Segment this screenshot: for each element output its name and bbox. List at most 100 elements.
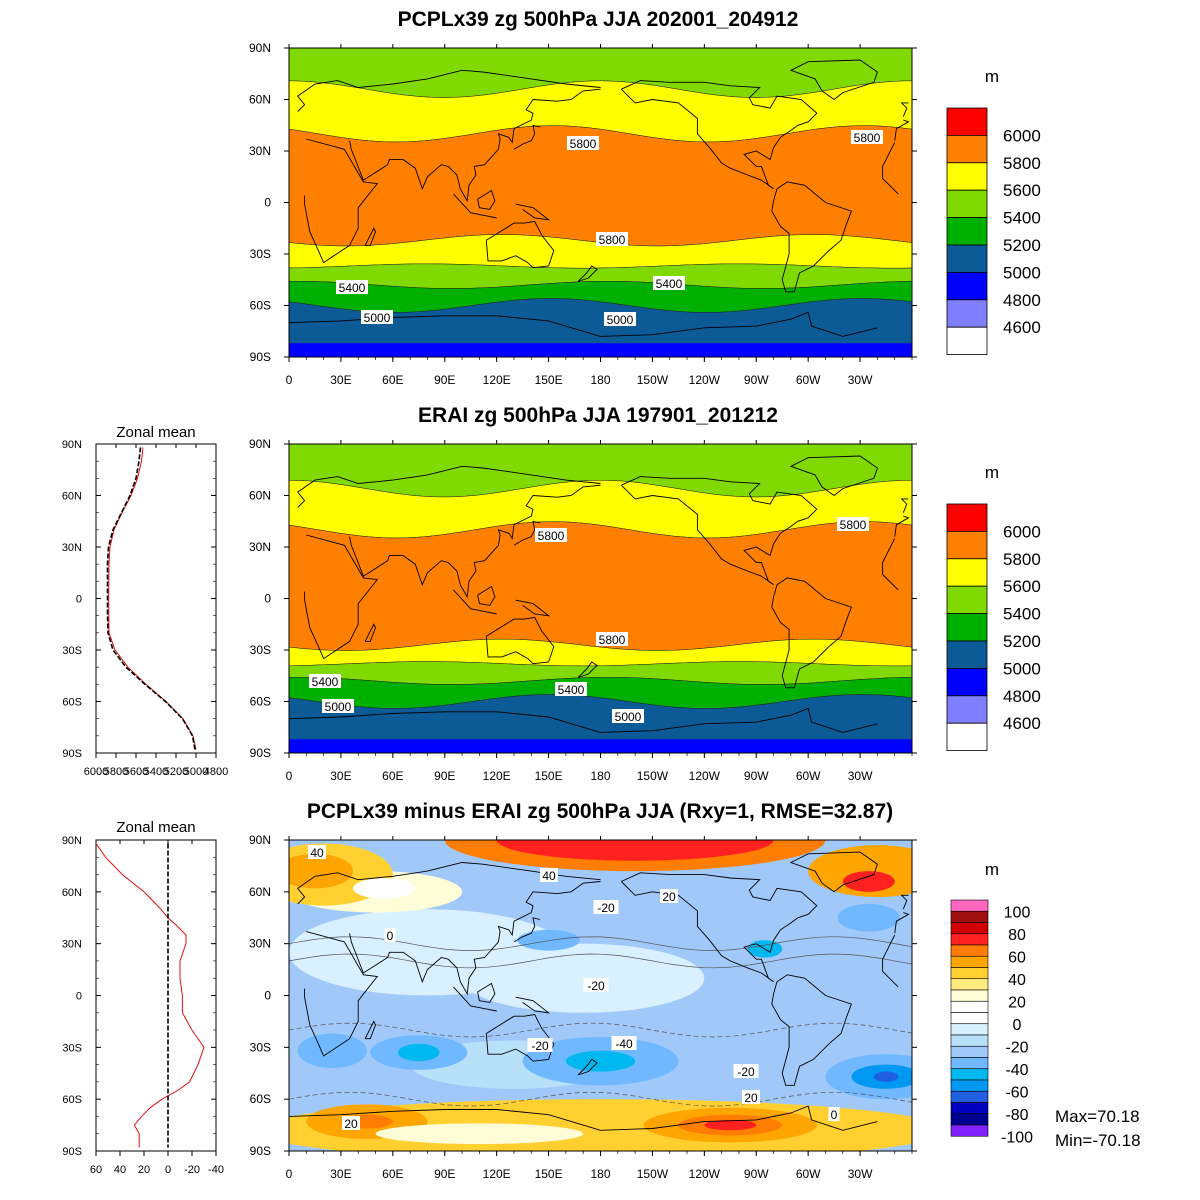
contour-label: 20 bbox=[662, 890, 676, 904]
colorbar-box bbox=[946, 613, 988, 642]
coastline bbox=[513, 520, 541, 546]
coastline bbox=[620, 872, 818, 983]
coastline bbox=[349, 881, 601, 996]
colorbar-label: 100 bbox=[1004, 904, 1031, 921]
diff-units-label: m bbox=[985, 860, 999, 879]
zonal-mean-series-1 bbox=[108, 447, 197, 750]
lon-tick-label: 90W bbox=[744, 373, 769, 387]
lat-tick-label: 30N bbox=[249, 937, 271, 951]
colorbar-box bbox=[950, 1057, 989, 1070]
contour-label-box bbox=[540, 868, 558, 882]
contour-label: 5400 bbox=[558, 683, 585, 697]
lon-tick-label: 0 bbox=[286, 1167, 293, 1181]
anomaly-blob bbox=[517, 929, 580, 951]
coastline bbox=[453, 986, 497, 1012]
colorbar-box bbox=[946, 162, 988, 191]
lon-tick-label: 90W bbox=[744, 1167, 769, 1181]
zonal-mean-bottom: Zonal mean 60 40 20 0 -20 -40 90N 60N 30N 0 30S 60S… bbox=[62, 819, 224, 1176]
colorbar-label: 4600 bbox=[1003, 318, 1041, 337]
colorbar-label: 60 bbox=[1008, 949, 1026, 966]
lat-tick-label: 0 bbox=[264, 989, 271, 1003]
contour-label-box bbox=[567, 136, 599, 150]
coastline bbox=[477, 585, 496, 606]
lon-tick-label: 30E bbox=[330, 1167, 351, 1181]
zonal-x-tick-label: 6000 bbox=[84, 766, 108, 778]
coastline bbox=[900, 498, 909, 513]
contour-label: -40 bbox=[615, 1037, 633, 1051]
lat-tick-label: 90N bbox=[249, 833, 271, 847]
contour-label-box bbox=[611, 1036, 637, 1050]
anomaly-blob bbox=[873, 1071, 899, 1082]
contour-label-box bbox=[593, 900, 619, 914]
coastline bbox=[771, 974, 852, 1086]
zonal-mean-series-2 bbox=[106, 447, 196, 750]
lat-tick-label: 60S bbox=[250, 299, 271, 313]
lat-tick-label: 90S bbox=[250, 1144, 271, 1158]
contour-label-box bbox=[596, 232, 628, 246]
coastline bbox=[577, 1058, 598, 1076]
colorbar-box bbox=[946, 640, 988, 669]
contour-label-box bbox=[527, 1038, 553, 1052]
lat-tick-label: 30N bbox=[249, 144, 271, 158]
lon-tick-label: 120W bbox=[689, 769, 721, 783]
coastline bbox=[620, 80, 818, 190]
colorbar-box bbox=[950, 1124, 989, 1137]
zonal-x-tick-label: 5400 bbox=[144, 766, 168, 778]
coastline bbox=[304, 534, 899, 660]
colorbar-label: 5200 bbox=[1003, 236, 1041, 255]
contour-label-box bbox=[535, 528, 567, 542]
lat-tick-label: 60S bbox=[250, 1092, 271, 1106]
lon-tick-label: 150E bbox=[535, 373, 563, 387]
contour-band bbox=[289, 739, 912, 753]
lon-tick-label: 120E bbox=[483, 1167, 511, 1181]
contour-label-box bbox=[361, 310, 393, 324]
colorbar-label: 5400 bbox=[1003, 209, 1041, 228]
contour-line bbox=[289, 1091, 912, 1107]
contour-label-box bbox=[336, 280, 368, 294]
lon-tick-label: 90E bbox=[434, 1167, 455, 1181]
colorbar-box bbox=[950, 944, 989, 957]
contour-label-box bbox=[308, 845, 326, 859]
contour-line bbox=[289, 1022, 912, 1038]
coastline bbox=[577, 661, 598, 678]
colorbar-label: 4600 bbox=[1003, 714, 1041, 733]
colorbar-label: 5200 bbox=[1003, 632, 1041, 651]
colorbar-label: 5600 bbox=[1003, 577, 1041, 596]
contour-label: 5800 bbox=[840, 518, 867, 532]
zonal-y-tick-label: 90N bbox=[62, 439, 82, 451]
colorbar-box bbox=[950, 1068, 989, 1081]
colorbar-box bbox=[950, 922, 989, 935]
diff-min-label: Min=-70.18 bbox=[1055, 1131, 1141, 1150]
contour-label-box bbox=[384, 928, 396, 942]
lon-tick-label: 30E bbox=[330, 769, 351, 783]
colorbar-box bbox=[950, 989, 989, 1002]
zonal-y-tick-label: 90N bbox=[62, 835, 82, 847]
colorbar-box bbox=[946, 585, 988, 615]
contour-label-box bbox=[653, 276, 685, 290]
coastline bbox=[485, 616, 555, 665]
contour-label: 5800 bbox=[599, 633, 626, 647]
contour-label: 5400 bbox=[339, 281, 366, 295]
zonal-y-tick-label: 0 bbox=[76, 594, 82, 606]
lat-tick-label: 0 bbox=[264, 592, 271, 606]
contour-label-box bbox=[583, 978, 609, 992]
colorbar-box bbox=[950, 1102, 989, 1115]
contour-label: 5000 bbox=[325, 700, 352, 714]
colorbar-label: 0 bbox=[1013, 1017, 1022, 1034]
lon-tick-label: 60W bbox=[796, 769, 821, 783]
model-map: 5800 5800 5800 5400 5400 5000 5000 0 30E 60E 90E 1… bbox=[249, 41, 917, 387]
lon-tick-label: 30W bbox=[848, 1167, 873, 1181]
anomaly-blob bbox=[565, 1050, 636, 1072]
colorbar-box bbox=[946, 326, 988, 356]
zonal-y-tick-label: 30N bbox=[62, 939, 82, 951]
colorbar-box bbox=[946, 271, 988, 301]
contour-label-box bbox=[837, 517, 869, 531]
colorbar-box bbox=[946, 722, 988, 752]
zonal-y-tick-label: 30N bbox=[62, 542, 82, 554]
coastline bbox=[453, 589, 497, 615]
lon-tick-label: 150E bbox=[535, 769, 563, 783]
colorbar-box bbox=[946, 531, 988, 560]
zonal-x-tick-label: 5000 bbox=[184, 766, 208, 778]
coastline bbox=[620, 476, 818, 586]
